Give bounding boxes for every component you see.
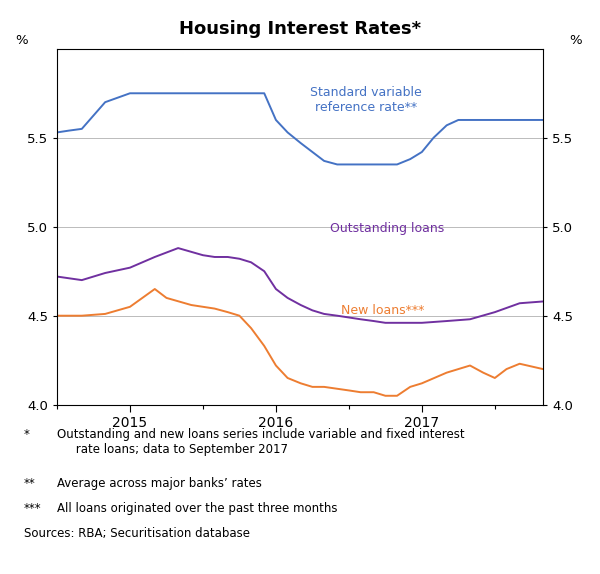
Text: *: * xyxy=(24,428,30,441)
Text: %: % xyxy=(16,34,28,47)
Text: %: % xyxy=(570,34,583,47)
Text: ***: *** xyxy=(24,502,41,515)
Text: Outstanding loans: Outstanding loans xyxy=(331,222,445,235)
Text: Housing Interest Rates*: Housing Interest Rates* xyxy=(179,20,421,38)
Text: New loans***: New loans*** xyxy=(341,304,424,317)
Text: Outstanding and new loans series include variable and fixed interest
     rate l: Outstanding and new loans series include… xyxy=(57,428,464,456)
Text: All loans originated over the past three months: All loans originated over the past three… xyxy=(57,502,337,515)
Text: Sources: RBA; Securitisation database: Sources: RBA; Securitisation database xyxy=(24,527,250,540)
Text: Standard variable
reference rate**: Standard variable reference rate** xyxy=(310,87,421,114)
Text: Average across major banks’ rates: Average across major banks’ rates xyxy=(57,477,262,490)
Text: **: ** xyxy=(24,477,36,490)
